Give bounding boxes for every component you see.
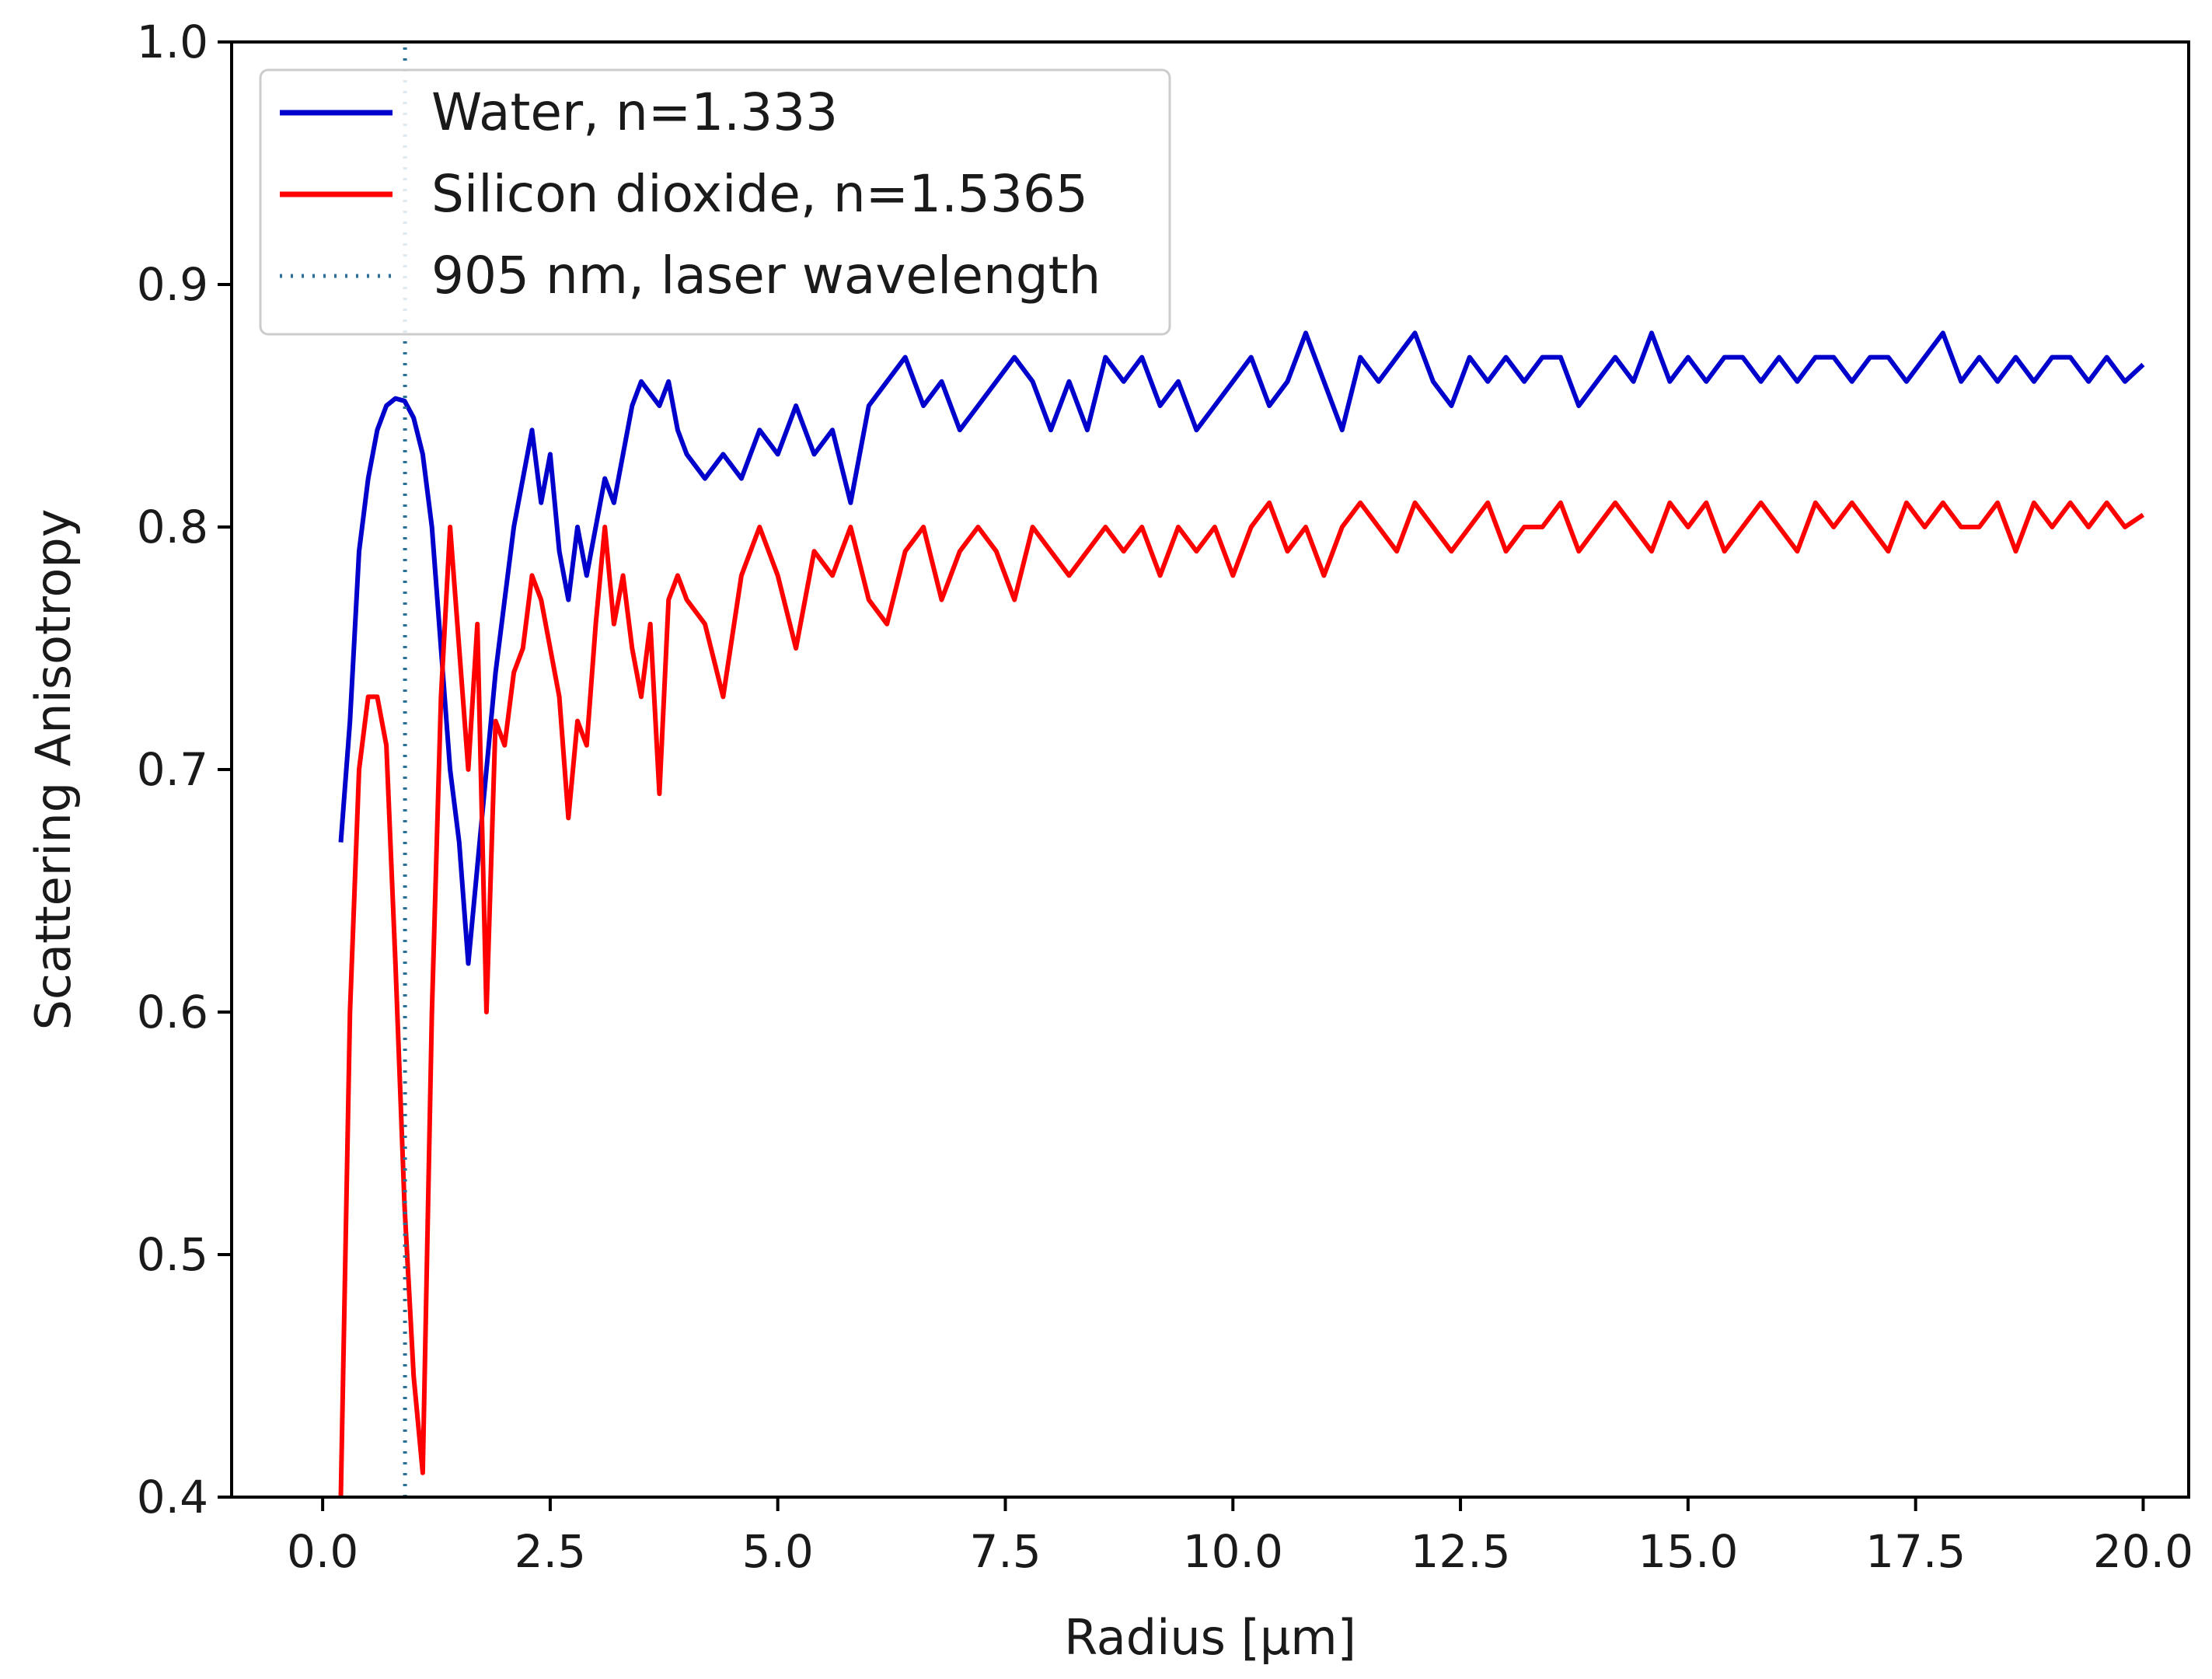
legend-box xyxy=(259,68,1171,336)
y-tick-label: 0.6 xyxy=(137,986,208,1038)
legend-label: 905 nm, laser wavelength xyxy=(431,246,1101,305)
series-layer xyxy=(338,42,2145,1497)
x-tick-label: 10.0 xyxy=(1183,1525,1283,1578)
x-tick-label: 20.0 xyxy=(2093,1525,2193,1578)
x-tick-label: 17.5 xyxy=(1865,1525,1966,1578)
series-line-0 xyxy=(338,330,2145,966)
x-axis-label: Radius [μm] xyxy=(1064,1609,1356,1666)
legend-label: Silicon dioxide, n=1.5365 xyxy=(431,164,1088,224)
y-tick-label: 0.9 xyxy=(137,258,208,311)
legend: Water, n=1.333 Silicon dioxide, n=1.5365 9… xyxy=(259,68,1171,336)
y-tick-label: 0.5 xyxy=(137,1228,208,1281)
y-tick-label: 1.0 xyxy=(137,16,208,68)
x-tick-label: 7.5 xyxy=(969,1525,1041,1578)
y-axis-label: Scattering Anisotropy xyxy=(25,509,82,1031)
x-tick-label: 5.0 xyxy=(742,1525,814,1578)
legend-label: Water, n=1.333 xyxy=(431,82,838,142)
plot-frame xyxy=(230,40,2190,1499)
y-tick-label: 0.4 xyxy=(137,1471,208,1524)
series-line-1 xyxy=(338,500,2145,1497)
y-tick-label: 0.8 xyxy=(137,501,208,553)
x-tick-label: 15.0 xyxy=(1638,1525,1738,1578)
x-tick-label: 12.5 xyxy=(1410,1525,1510,1578)
x-axis: 0.0 2.5 5.0 7.5 10.0 12.5 15.0 17.5 20.0 xyxy=(287,1497,2193,1578)
x-tick-label: 0.0 xyxy=(287,1525,358,1578)
y-axis: 0.4 0.5 0.6 0.7 0.8 0.9 1.0 xyxy=(137,16,232,1524)
y-tick-label: 0.7 xyxy=(137,743,208,796)
x-tick-label: 2.5 xyxy=(515,1525,586,1578)
